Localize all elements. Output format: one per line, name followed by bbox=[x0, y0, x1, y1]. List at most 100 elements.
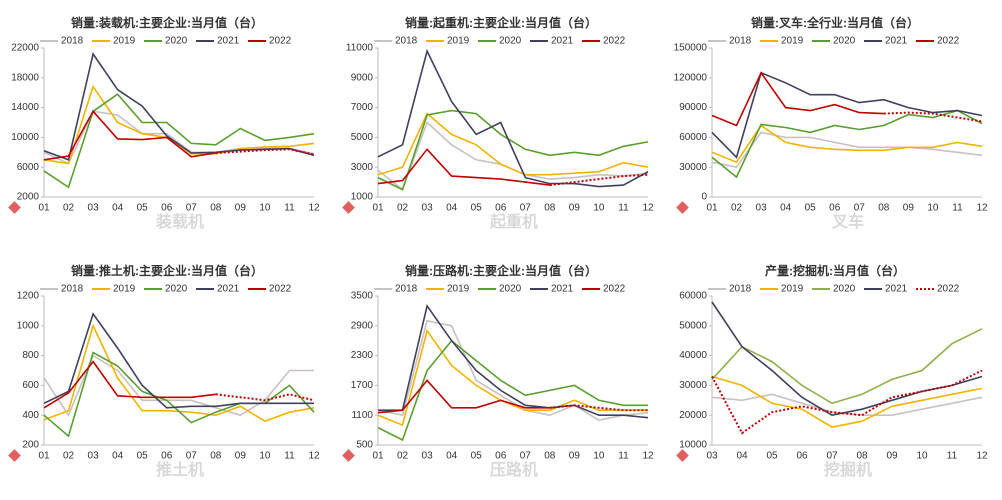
watermark: 叉车 bbox=[831, 212, 864, 231]
series-line bbox=[377, 148, 550, 186]
x-tick-label: 10 bbox=[916, 451, 928, 462]
series-line bbox=[711, 375, 983, 428]
series-line bbox=[43, 351, 315, 438]
series-line bbox=[711, 71, 983, 159]
legend-label: 2019 bbox=[113, 284, 136, 295]
x-tick-label: 12 bbox=[976, 451, 988, 462]
x-tick-label: 09 bbox=[886, 451, 898, 462]
y-tick-label: 10000 bbox=[11, 132, 39, 143]
legend-label: 2020 bbox=[833, 36, 856, 47]
legend-label: 2021 bbox=[885, 284, 908, 295]
x-tick-label: 11 bbox=[284, 203, 295, 214]
x-tick-label: 02 bbox=[63, 451, 75, 462]
x-tick-label: 05 bbox=[766, 451, 778, 462]
x-tick-label: 06 bbox=[495, 451, 507, 462]
x-tick-label: 02 bbox=[731, 203, 743, 214]
x-tick-label: 09 bbox=[569, 203, 581, 214]
series-line bbox=[377, 339, 648, 442]
series-line bbox=[711, 109, 983, 179]
legend-label: 2020 bbox=[499, 284, 522, 295]
series-line bbox=[711, 328, 983, 405]
series-line bbox=[377, 328, 648, 427]
legend-label: 2022 bbox=[603, 284, 626, 295]
x-tick-label: 09 bbox=[903, 203, 915, 214]
x-tick-label: 01 bbox=[706, 203, 718, 214]
series-line bbox=[711, 369, 983, 435]
x-tick-label: 03 bbox=[706, 451, 718, 462]
legend-label: 2022 bbox=[937, 284, 960, 295]
legend-label: 2018 bbox=[729, 36, 752, 47]
legend-label: 2021 bbox=[551, 284, 574, 295]
x-tick-label: 03 bbox=[422, 451, 434, 462]
y-tick-label: 50000 bbox=[679, 320, 707, 331]
x-tick-label: 10 bbox=[259, 451, 271, 462]
y-tick-label: 150000 bbox=[674, 43, 708, 54]
logo bbox=[676, 449, 689, 462]
watermark: 推土机 bbox=[156, 460, 204, 479]
series-line bbox=[883, 111, 983, 123]
series-line bbox=[711, 131, 983, 169]
logo bbox=[8, 201, 21, 214]
y-tick-label: 60000 bbox=[679, 132, 707, 143]
x-tick-label: 11 bbox=[618, 451, 629, 462]
y-tick-label: 200 bbox=[22, 440, 39, 451]
x-tick-label: 10 bbox=[593, 451, 605, 462]
y-tick-label: 11000 bbox=[346, 43, 374, 54]
x-tick-label: 05 bbox=[471, 203, 483, 214]
legend-label: 2021 bbox=[551, 36, 574, 47]
x-tick-label: 12 bbox=[642, 451, 654, 462]
x-tick-label: 02 bbox=[63, 203, 75, 214]
legend-label: 2022 bbox=[269, 36, 292, 47]
series-line bbox=[377, 112, 649, 176]
y-tick-label: 22000 bbox=[11, 43, 39, 54]
y-tick-label: 500 bbox=[356, 440, 373, 451]
series-line bbox=[43, 52, 315, 161]
x-tick-label: 08 bbox=[544, 451, 556, 462]
watermark: 挖掘机 bbox=[824, 460, 872, 479]
x-tick-label: 07 bbox=[186, 203, 198, 214]
legend-label: 2022 bbox=[269, 284, 292, 295]
y-tick-label: 0 bbox=[701, 192, 707, 203]
x-tick-label: 07 bbox=[826, 451, 838, 462]
y-tick-label: 14000 bbox=[11, 102, 39, 113]
legend-label: 2019 bbox=[447, 36, 470, 47]
x-tick-label: 02 bbox=[397, 451, 409, 462]
legend-label: 2018 bbox=[395, 284, 418, 295]
y-tick-label: 30000 bbox=[679, 162, 707, 173]
series-line bbox=[377, 319, 649, 422]
legend-label: 2019 bbox=[781, 284, 804, 295]
x-tick-label: 04 bbox=[736, 451, 748, 462]
x-tick-label: 08 bbox=[856, 451, 868, 462]
x-tick-label: 08 bbox=[878, 203, 890, 214]
chart-title: 销量:推土机:主要企业:当月值（台） bbox=[71, 263, 263, 278]
chart-title: 销量:起重机:主要企业:当月值（台） bbox=[405, 15, 597, 30]
series-line bbox=[215, 393, 315, 402]
series-line bbox=[549, 404, 648, 412]
x-tick-label: 09 bbox=[569, 451, 581, 462]
x-tick-label: 12 bbox=[308, 451, 320, 462]
legend-label: 2018 bbox=[61, 284, 84, 295]
x-tick-label: 12 bbox=[976, 203, 988, 214]
x-tick-label: 02 bbox=[397, 203, 409, 214]
legend-label: 2019 bbox=[113, 36, 136, 47]
y-tick-label: 60000 bbox=[679, 291, 707, 302]
series-line bbox=[378, 303, 649, 419]
series-line bbox=[215, 148, 315, 156]
legend-label: 2020 bbox=[499, 36, 522, 47]
y-tick-label: 90000 bbox=[679, 102, 707, 113]
y-tick-label: 1700 bbox=[351, 380, 374, 391]
legend-label: 2018 bbox=[395, 36, 418, 47]
y-tick-label: 2300 bbox=[351, 350, 374, 361]
legend-label: 2021 bbox=[217, 36, 240, 47]
logo bbox=[676, 201, 689, 214]
x-tick-label: 05 bbox=[137, 203, 149, 214]
x-tick-label: 12 bbox=[642, 203, 654, 214]
x-tick-label: 11 bbox=[618, 203, 629, 214]
watermark: 起重机 bbox=[489, 212, 538, 231]
legend-label: 2020 bbox=[165, 36, 188, 47]
x-tick-label: 03 bbox=[88, 451, 100, 462]
x-tick-label: 10 bbox=[259, 203, 271, 214]
y-tick-label: 120000 bbox=[674, 72, 708, 83]
y-tick-label: 30000 bbox=[679, 380, 707, 391]
x-tick-label: 06 bbox=[161, 203, 173, 214]
